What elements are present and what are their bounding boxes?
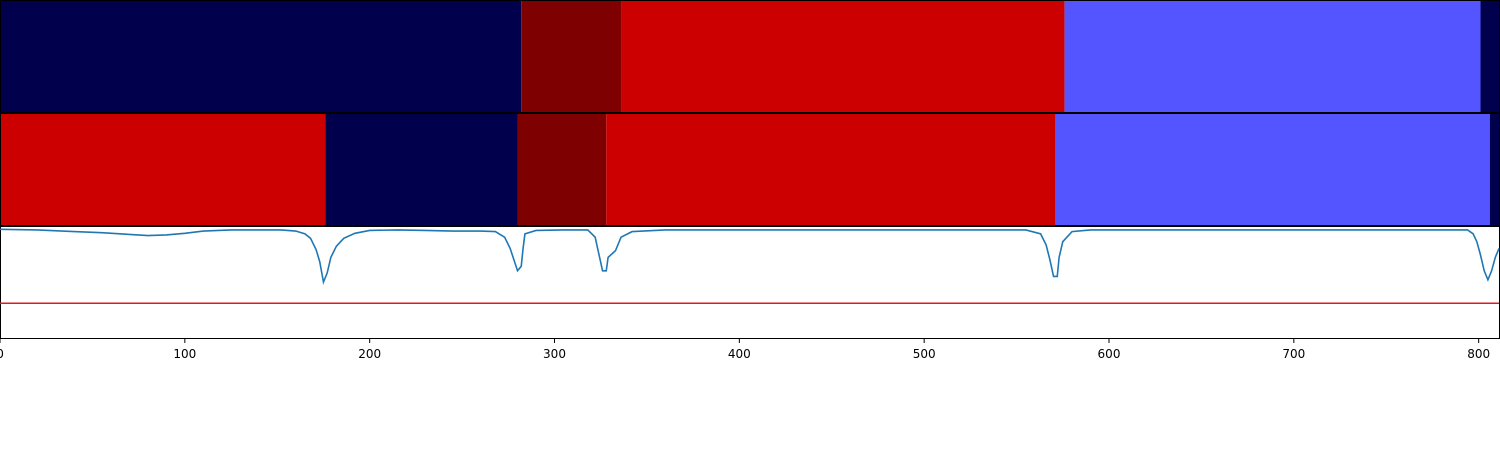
band-segment — [0, 114, 326, 225]
band-row-1 — [0, 0, 1500, 113]
band-segment — [1480, 1, 1499, 112]
x-tick-label: 300 — [543, 347, 566, 361]
line-panel — [0, 226, 1500, 339]
band-segment — [1489, 114, 1499, 225]
line-panel-frame — [0, 226, 1500, 339]
band-row-2 — [0, 113, 1500, 226]
band-segment — [521, 1, 622, 112]
band-segment — [325, 114, 518, 225]
band-segment — [1064, 1, 1481, 112]
band-rows — [0, 0, 1500, 226]
x-tick-label: 700 — [1282, 347, 1305, 361]
series-line — [0, 228, 1500, 285]
band-segment — [0, 1, 522, 112]
x-tick-label: 500 — [913, 347, 936, 361]
band-segment — [606, 114, 1056, 225]
x-tick-label: 600 — [1098, 347, 1121, 361]
x-tick-label: 200 — [358, 347, 381, 361]
x-tick-label: 0 — [0, 347, 4, 361]
band-segment — [517, 114, 607, 225]
x-tick-label: 800 — [1467, 347, 1490, 361]
x-tick-label: 400 — [728, 347, 751, 361]
x-tick-label: 100 — [173, 347, 196, 361]
band-segment — [621, 1, 1065, 112]
x-axis: 0 100 200 300 400 500 600 700 800 — [0, 338, 1490, 361]
band-segment — [1055, 114, 1490, 225]
